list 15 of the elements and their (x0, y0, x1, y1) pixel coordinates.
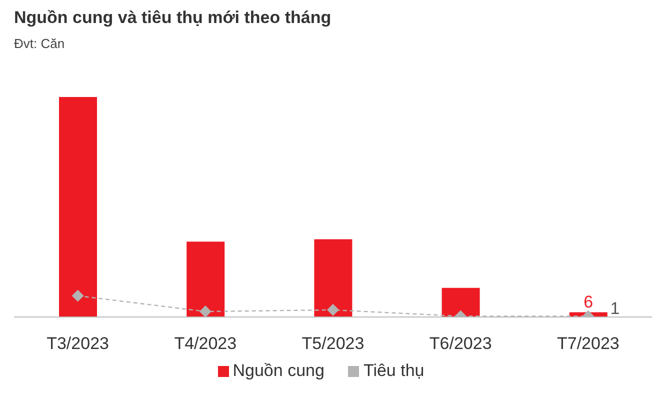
bar (186, 242, 225, 317)
bar (442, 288, 480, 317)
x-tick-label: T6/2023 (429, 334, 492, 354)
chart-subtitle: Đvt: Căn (14, 36, 66, 51)
x-tick-label: T4/2023 (174, 334, 237, 354)
data-label: 1 (610, 299, 620, 318)
bar (59, 97, 97, 317)
x-tick-label: T7/2023 (557, 334, 620, 354)
x-tick-label: T3/2023 (46, 334, 109, 354)
legend-label: Tiêu thụ (363, 361, 424, 380)
bar (314, 239, 352, 317)
x-tick-label: T5/2023 (302, 334, 364, 354)
chart-title: Nguồn cung và tiêu thụ mới theo tháng (14, 8, 332, 28)
data-label: 6 (584, 292, 594, 312)
legend-label: Nguồn cung (232, 361, 324, 380)
